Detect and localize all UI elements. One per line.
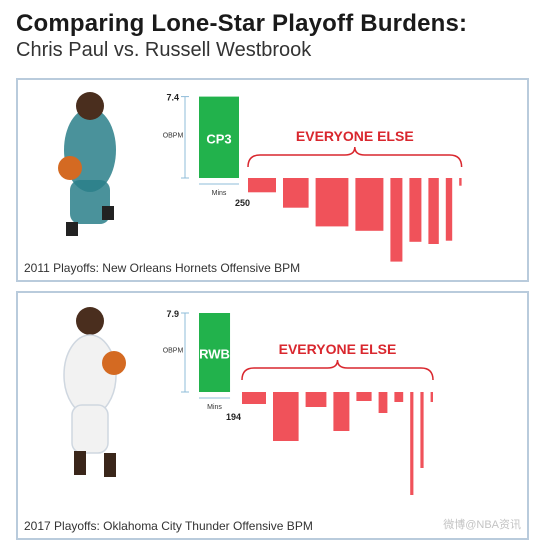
x-axis-label: Mins — [207, 404, 222, 411]
star-mins-value: 194 — [226, 412, 241, 422]
teammate-bar — [283, 178, 309, 208]
teammate-bar — [315, 178, 349, 227]
everyone-else-label: EVERYONE ELSE — [296, 128, 414, 144]
teammate-bar — [430, 392, 433, 402]
teammate-bar — [410, 392, 414, 495]
teammate-bar — [394, 392, 404, 402]
watermark: 微博@NBA资讯 — [443, 519, 521, 531]
teammate-bar — [420, 392, 424, 468]
y-axis-label: OBPM — [163, 132, 184, 139]
star-bar — [199, 96, 239, 178]
everyone-else-label: EVERYONE ELSE — [279, 341, 397, 357]
y-axis-label: OBPM — [163, 348, 184, 355]
bpm-chart-thunder: RWB 7.9 OBPM Mins 194 EVERYONE ELSE — [63, 307, 434, 495]
star-obpm-value: 7.9 — [166, 309, 179, 319]
chart-title: Comparing Lone-Star Playoff Burdens: — [16, 10, 468, 37]
star-bar-label: RWB — [199, 347, 230, 362]
star-mins-value: 250 — [235, 198, 250, 208]
teammate-bar — [428, 178, 439, 244]
star-bar — [199, 313, 231, 392]
star-bar-label: CP3 — [206, 131, 231, 146]
chart-caption: 2011 Playoffs: New Orleans Hornets Offen… — [24, 261, 301, 275]
bpm-chart-hornets: CP3 7.4 OBPM Mins 250 EVERYONE ELSE — [58, 92, 463, 262]
teammate-bar — [248, 178, 276, 193]
teammate-bar — [333, 392, 350, 431]
teammate-bar — [356, 392, 372, 401]
teammate-bar — [409, 178, 422, 242]
player-silhouette — [63, 307, 126, 477]
panel-thunder-2017: RWB 7.9 OBPM Mins 194 EVERYONE ELSE 2017 Play… — [16, 291, 529, 540]
teammate-bar — [273, 392, 299, 441]
chart-subtitle: Chris Paul vs. Russell Westbrook — [16, 39, 312, 61]
teammate-bar — [355, 178, 384, 231]
everyone-else-brace — [247, 146, 463, 168]
everyone-else-brace — [241, 359, 434, 381]
teammate-bar — [305, 392, 327, 407]
player-silhouette — [58, 92, 116, 236]
star-obpm-value: 7.4 — [166, 93, 179, 103]
teammate-bar — [459, 178, 462, 186]
teammate-bar — [390, 178, 403, 262]
teammate-bar — [445, 178, 453, 241]
teammate-bar — [378, 392, 388, 413]
x-axis-label: Mins — [212, 190, 227, 197]
chart-caption: 2017 Playoffs: Oklahoma City Thunder Off… — [24, 519, 313, 533]
panel-hornets-2011: CP3 7.4 OBPM Mins 250 EVERYONE ELSE 2011 Play… — [16, 78, 529, 282]
teammate-bar — [242, 392, 266, 404]
